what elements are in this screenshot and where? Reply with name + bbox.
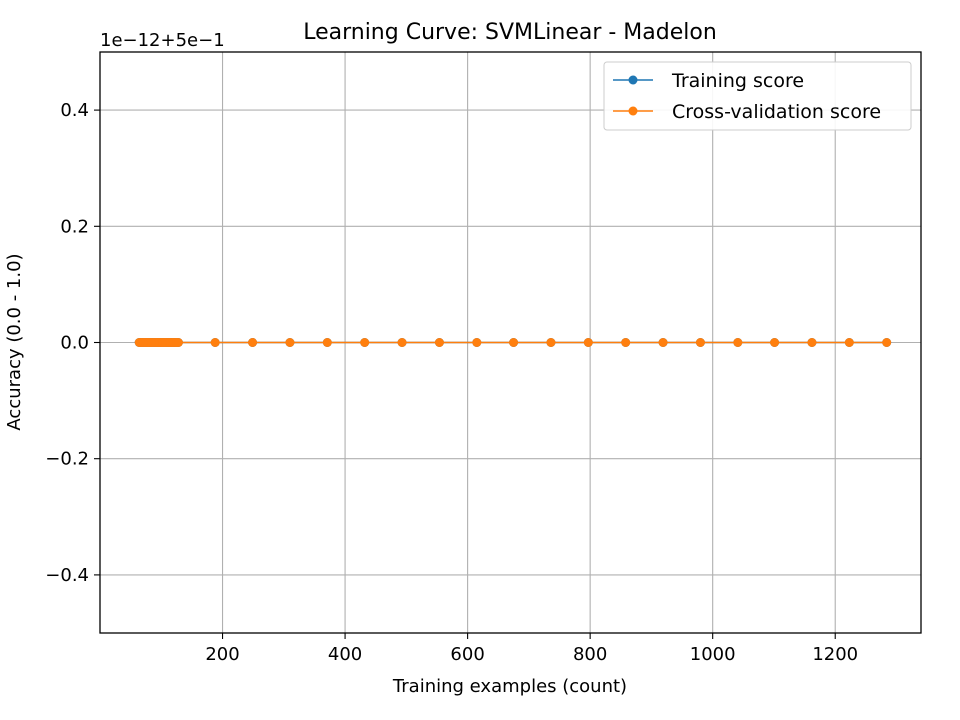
tick-layer: 200 400 600 800 1000 1200 −0.4 −0.2 0.0 0.2 0.4 (45, 100, 858, 665)
data-point-series-1 (173, 338, 183, 347)
data-point-series-1 (882, 338, 892, 347)
data-point-series-1 (509, 338, 519, 347)
y-tick-label: −0.4 (45, 565, 89, 586)
data-point-series-1 (322, 338, 332, 347)
x-tick-label: 400 (328, 644, 362, 665)
data-point-series-1 (472, 338, 482, 347)
x-tick-label: 800 (573, 644, 607, 665)
data-point-series-1 (285, 338, 295, 347)
legend: Training score Cross-validation score (603, 61, 912, 131)
legend-box (603, 61, 912, 131)
data-point-series-1 (733, 338, 743, 347)
data-point-series-1 (770, 338, 780, 347)
data-point-series-1 (546, 338, 556, 347)
data-point-series-1 (807, 338, 817, 347)
data-point-series-1 (248, 338, 258, 347)
chart-title: Learning Curve: SVMLinear - Madelon (303, 20, 717, 45)
x-tick-label: 600 (450, 644, 484, 665)
x-tick-label: 200 (205, 644, 239, 665)
data-point-series-1 (658, 338, 668, 347)
x-tick-label: 1200 (812, 644, 858, 665)
data-point-series-1 (397, 338, 407, 347)
y-tick-label: −0.2 (45, 449, 89, 470)
data-point-series-1 (583, 338, 593, 347)
data-point-series-1 (210, 338, 220, 347)
y-offset-text: 1e−12+5e−1 (100, 30, 225, 51)
data-point-series-1 (360, 338, 370, 347)
x-tick-label: 1000 (690, 644, 736, 665)
data-point-series-1 (434, 338, 444, 347)
data-point-series-1 (695, 338, 705, 347)
y-axis-label: Accuracy (0.0 - 1.0) (4, 253, 25, 430)
y-tick-label: 0.0 (60, 333, 89, 354)
y-tick-label: 0.4 (60, 100, 89, 121)
legend-marker-training (628, 75, 638, 85)
legend-marker-cv (628, 106, 638, 116)
legend-label-cv: Cross-validation score (672, 101, 881, 123)
data-point-series-1 (621, 338, 631, 347)
y-tick-label: 0.2 (60, 216, 89, 237)
x-axis-label: Training examples (count) (392, 676, 627, 697)
legend-label-training: Training score (671, 70, 804, 92)
data-point-series-1 (844, 338, 854, 347)
series-layer (134, 338, 892, 347)
